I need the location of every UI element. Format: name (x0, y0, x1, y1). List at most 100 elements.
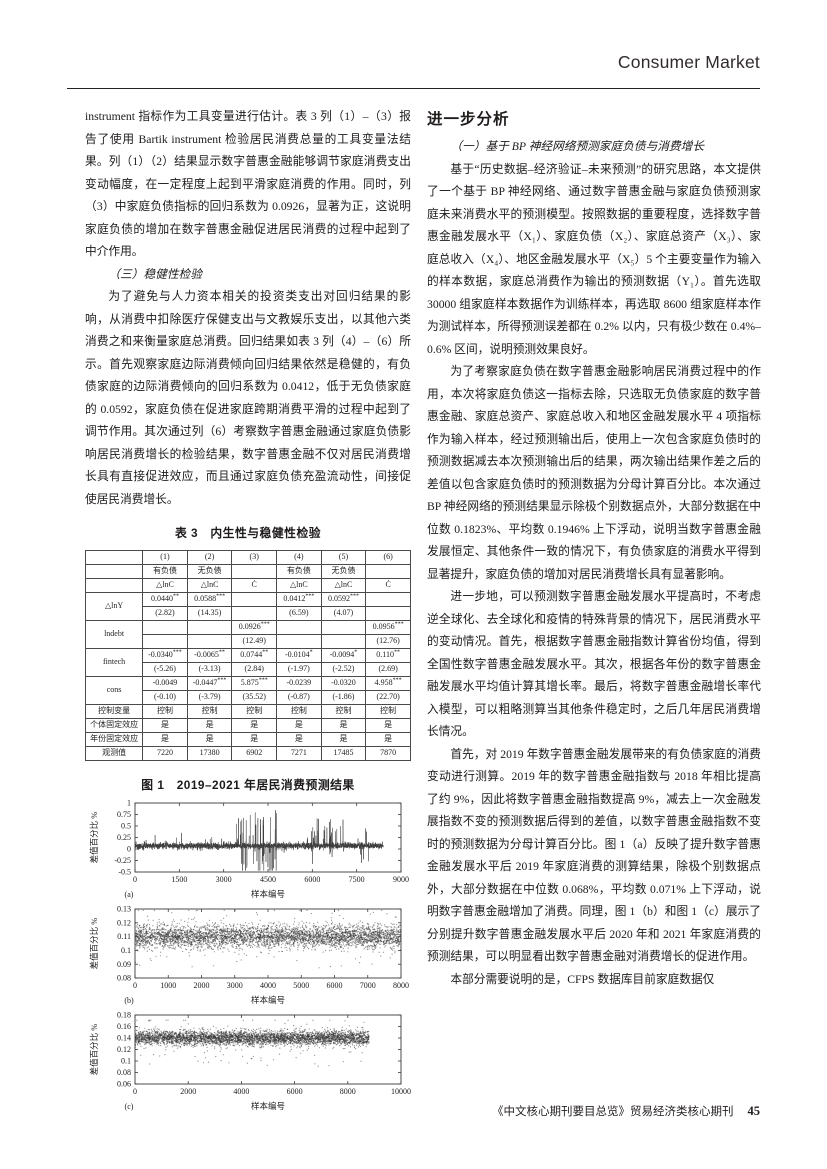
tstat-cell (320, 633, 367, 649)
journal-section-label: Consumer Market (617, 52, 760, 72)
tstat-cell: (-1.97) (276, 661, 322, 677)
y-tick-label: 0.09 (117, 960, 131, 969)
analysis-paragraph-1: 基于“历史数据–经济验证–未来预测”的研究思路，本文提供了一个基于 BP 神经网… (427, 162, 761, 356)
table-cell: 17485 (320, 745, 367, 761)
significance-stars: *** (260, 621, 270, 628)
x-axis-label: 样本编号 (251, 889, 285, 899)
table-cell: (4) (276, 549, 322, 565)
x-tick-label: 4000 (233, 1087, 249, 1096)
y-tick-label: 0.08 (117, 974, 131, 983)
data-series (134, 810, 384, 871)
analysis-paragraph-4: 首先，对 2019 年数字普惠金融发展带来的有负债家庭的消费变动进行测算。201… (427, 747, 761, 964)
table-cell: 有负债 (276, 563, 322, 579)
table-cell: 是 (276, 731, 322, 747)
tstat-cell: (-3.13) (186, 661, 233, 677)
axis-labels: 0 1500 3000 4500 6000 7500 900010.750.50.250-0… (89, 799, 409, 899)
y-axis-label: 差值百分比 % (89, 812, 99, 864)
table-cell: △lnC (142, 577, 188, 593)
tstat-cell: (12.76) (365, 633, 411, 649)
table-cell: 是 (231, 717, 278, 733)
noise-line (134, 810, 384, 871)
left-column: instrument 指标作为工具变量进行估计。表 3 列（1）–（3）报告了使… (84, 106, 411, 1116)
coefficient-cell (142, 619, 188, 635)
x-axis-label: 样本编号 (251, 995, 285, 1005)
tstat-cell: (2.84) (231, 661, 278, 677)
analysis-paragraph-3: 进一步地，可以预测数字普惠金融发展水平提高时，不考虑逆全球化、去全球化和疫情的特… (427, 590, 761, 738)
x-tick-label: 3000 (216, 875, 232, 884)
tstat-cell: (12.49) (231, 633, 278, 649)
significance-stars: *** (172, 649, 182, 656)
table-cell: 7220 (142, 745, 188, 761)
y-tick-label: 1 (127, 799, 131, 808)
x-tick-label: 8000 (340, 1087, 356, 1096)
table-cell: △lnC (320, 577, 367, 593)
coefficient-cell: -0.0049 (142, 675, 188, 691)
y-tick-label: 0.06 (117, 1080, 131, 1089)
table-cell: Ċ (231, 577, 278, 593)
table-cell: (1) (142, 549, 188, 565)
x-tick-label: 1500 (171, 875, 187, 884)
tstat-cell (142, 633, 188, 649)
significance-stars: * (309, 649, 313, 656)
fixed-effects-row: 个体固定效应是是是是是是 (84, 717, 411, 733)
x-tick-label: 6000 (287, 1087, 303, 1096)
section-heading: 进一步分析 (427, 111, 510, 128)
coefficient-cell: -0.0094* (320, 647, 367, 663)
table-cell: 17380 (186, 745, 233, 761)
page-number: 45 (747, 1104, 761, 1118)
y-tick-label: -0.25 (114, 856, 131, 865)
tstat-cell: (-1.86) (320, 689, 367, 705)
coefficient-cell: -0.0320 (320, 675, 367, 691)
coefficient-cell: 4.958*** (365, 675, 411, 691)
y-tick-label: 0.25 (117, 833, 131, 842)
table-cell (365, 563, 411, 579)
significance-stars: *** (392, 677, 402, 684)
y-axis-label: 差值百分比 % (89, 1024, 99, 1076)
table-cell: 控制 (186, 703, 233, 719)
panel-label: (c) (125, 1102, 134, 1111)
figure-1: 0 1500 3000 4500 6000 7500 9000 1 0.75 0.5 0.25 0 -0… (85, 798, 411, 1116)
coefficient-row: lndebt 0.0926*** 0.0956*** (84, 619, 411, 649)
row-label-cell: △lnY (84, 591, 144, 621)
tstat-row: (-0.10) (-3.79) (35.52) (-0.87) (-1.86) (22.7… (86, 689, 411, 705)
variable-header-row: △lnC △lnC Ċ △lnC △lnC Ċ (84, 577, 411, 593)
figure-1-title: 图 1 2019–2021 年居民消费预测结果 (141, 777, 355, 792)
row-label-cell: cons (84, 675, 144, 705)
coefficient-cell: 0.0592*** (320, 591, 367, 607)
table-cell: (2) (186, 549, 233, 565)
row-label-cell (84, 577, 144, 593)
row-label-cell (84, 563, 144, 579)
axis-box (134, 1014, 402, 1085)
table-cell: 6902 (231, 745, 278, 761)
coefficient-cell: -0.0104* (276, 647, 322, 663)
y-tick-label: 0.13 (117, 905, 131, 914)
x-tick-label: 8000 (393, 981, 409, 990)
fixed-effects-row: 年份固定效应是是是是是是 (84, 731, 411, 747)
tstat-row: (12.49) (12.76) (86, 633, 411, 649)
panel-label: (a) (125, 890, 134, 899)
x-axis-label: 样本编号 (251, 1101, 285, 1111)
x-tick-label: 4000 (260, 981, 276, 990)
table-cell: 是 (186, 731, 233, 747)
table-cell: 有负债 (142, 563, 188, 579)
row-label-cell (84, 549, 144, 565)
x-tick-label: 1000 (160, 981, 176, 990)
x-tick-label: 10000 (391, 1087, 411, 1096)
significance-stars: ** (262, 649, 269, 656)
data-series (134, 909, 402, 969)
coefficient-cell (276, 619, 322, 635)
row-label-cell: fintech (84, 647, 144, 677)
tstat-cell: (-0.10) (142, 689, 188, 705)
significance-stars: *** (217, 677, 227, 684)
table-cell: △lnC (186, 577, 233, 593)
tstat-cell: (-2.52) (320, 661, 367, 677)
x-tick-label: 6000 (327, 981, 343, 990)
y-tick-label: 0.18 (117, 1011, 131, 1020)
coefficient-cell (320, 619, 367, 635)
table-cell (231, 563, 278, 579)
significance-stars: *** (349, 593, 359, 600)
y-tick-label: 0.12 (117, 918, 131, 927)
row-label-cell: 个体固定效应 (84, 717, 144, 733)
table-cell: 是 (320, 717, 367, 733)
tstat-cell: (-5.26) (142, 661, 188, 677)
